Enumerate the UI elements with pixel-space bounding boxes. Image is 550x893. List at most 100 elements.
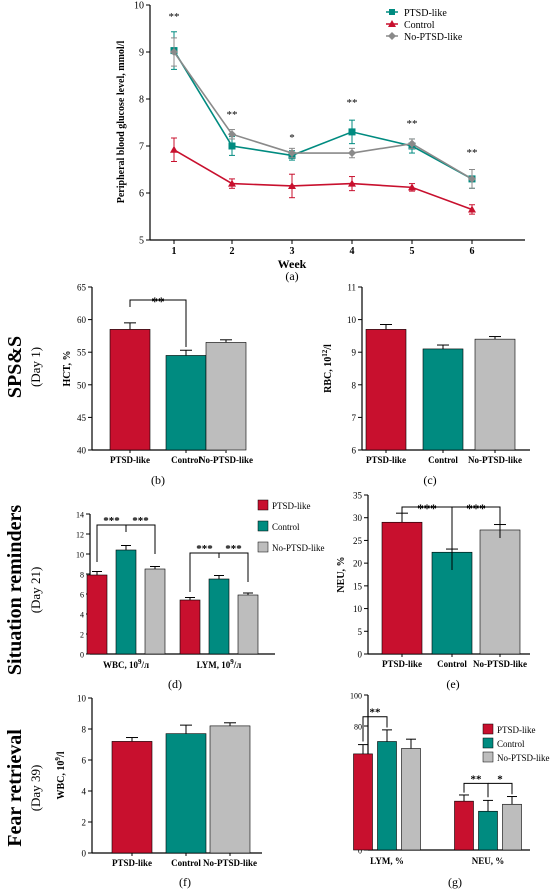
- panel-a-point-control: [170, 145, 178, 153]
- panel-a-significance: **: [169, 11, 180, 23]
- panel-c-y-tick-label: 8: [352, 380, 357, 390]
- panel-g-legend-label: Control: [497, 739, 525, 749]
- panel-b-y-tick-label: 55: [77, 348, 87, 358]
- panel-c-label: (c): [423, 473, 436, 487]
- panel-d-bar-PTSD-like: [179, 599, 201, 655]
- panel-b-y-tick-label: 60: [77, 315, 87, 325]
- panel-c-bar-PTSD-like: [365, 329, 407, 451]
- panel-b-x-tick-label: PTSD-like: [110, 455, 150, 465]
- panel-d-sig-bracket: [96, 524, 127, 562]
- panel-b-y-axis-label: HCT, %: [62, 351, 73, 387]
- panel-g-bar-PTSD-like: [454, 800, 474, 851]
- panel-b-label: (b): [151, 473, 165, 487]
- row-label-title: Fear retrieval: [4, 729, 26, 847]
- panel-b-hct-bar-chart: (b) 40 45 50 55 60 65 HCT, % PTSD-like ControlNo…: [62, 283, 253, 488]
- panel-e-significance: ***: [466, 501, 486, 516]
- panel-f-label: (f): [179, 875, 191, 889]
- panel-f-bar-PTSD-like: [111, 741, 153, 854]
- panel-d-label: (d): [168, 677, 182, 691]
- panel-d-y-tick-label: 2: [80, 631, 84, 640]
- panel-f-y-tick-label: 10: [77, 694, 87, 704]
- legend-marker-control: [388, 20, 396, 27]
- row-label-subtitle: (Day 21): [28, 567, 43, 614]
- panel-a-y-axis-label: Peripheral blood glucose level, mmol/l: [116, 41, 127, 204]
- panel-d-sig-bracket: [126, 524, 156, 554]
- panel-a-point-no-ptsd: [348, 149, 356, 158]
- panel-g-x-tick-label: NEU, %: [472, 856, 505, 866]
- panel-a-x-tick-label: 4: [350, 246, 355, 257]
- panel-d-x-tick-label: LYM, 109/л: [197, 658, 242, 670]
- panel-d-significance: ***: [103, 515, 120, 527]
- panel-g-significance: *: [497, 773, 503, 785]
- panel-g-lym-neu-bar-chart: (g) 020406080100LYM, %NEU, %PTSD-likeCon…: [350, 692, 550, 890]
- panel-b-y-tick-label: 50: [77, 380, 87, 390]
- panel-d-y-tick-label: 4: [80, 611, 84, 620]
- panel-b-bar-PTSD-like: [109, 329, 151, 451]
- panel-a-y-tick-label: 7: [139, 142, 144, 153]
- panel-g-significance: **: [370, 707, 382, 719]
- panel-a-legend-label: No-PTSD-like: [404, 32, 463, 43]
- panel-d-legend-swatch: [257, 520, 269, 532]
- panel-b-y-tick-label: 45: [77, 413, 87, 423]
- panel-c-y-axis-label: RBC, 1012/l: [321, 344, 334, 393]
- row-label-title: SPS&S: [4, 336, 26, 398]
- panel-e-bar-PTSD-like: [381, 521, 423, 655]
- panel-f-x-tick-label: PTSD-like: [112, 858, 152, 868]
- panel-d-significance: ***: [196, 543, 213, 555]
- panel-g-bar-PTSD-like: [353, 753, 373, 851]
- panel-g-bar-Control: [377, 741, 397, 851]
- panel-e-sig-bracket: [452, 506, 501, 538]
- panel-d-y-tick-label: 12: [76, 531, 84, 540]
- panel-d-legend-swatch: [257, 541, 269, 553]
- panel-e-y-tick-label: 30: [353, 513, 363, 523]
- row-label-title: Situation reminders: [4, 505, 26, 675]
- panel-d-significance: ***: [225, 543, 242, 555]
- panel-d-x-tick-label: WBC, 109/л: [103, 658, 149, 670]
- panel-d-sig-bracket: [219, 552, 249, 582]
- panel-a-point-no-ptsd: [288, 149, 296, 158]
- row-labels: SPS&S (Day 1) Situation reminders (Day 21) F…: [4, 336, 43, 847]
- panel-e-y-tick-label: 0: [358, 650, 363, 660]
- panel-f-bar-Control: [165, 733, 207, 854]
- panel-e-y-tick-label: 10: [353, 604, 363, 614]
- panel-f-y-tick-label: 4: [82, 787, 87, 797]
- panel-e-y-tick-label: 20: [353, 559, 363, 569]
- panel-a-point-control: [228, 179, 236, 187]
- panel-a-point-ptsd: [348, 128, 356, 136]
- panel-d-bar-No-PTSD-like: [237, 594, 259, 655]
- panel-e-bar-No-PTSD-like: [479, 529, 521, 655]
- panel-d-legend-label: PTSD-like: [272, 501, 311, 511]
- panel-f-y-tick-label: 2: [82, 818, 87, 828]
- panel-a-point-control: [288, 181, 296, 189]
- panel-b-sig-bracket: [129, 299, 187, 347]
- panel-e-y-tick-label: 5: [358, 627, 363, 637]
- panel-d-bar-Control: [115, 549, 137, 655]
- panel-c-x-tick-label: No-PTSD-like: [468, 455, 522, 465]
- panel-g-bar-No-PTSD-like: [401, 748, 421, 851]
- row-label-subtitle: (Day 1): [28, 347, 43, 387]
- panel-a-point-ptsd: [228, 142, 236, 150]
- panel-g-label: (g): [448, 875, 462, 889]
- panel-a-point-control: [408, 183, 416, 191]
- panel-d-y-tick-label: 8: [80, 571, 84, 580]
- panel-e-significance: ***: [417, 501, 437, 516]
- panel-c-bar-No-PTSD-like: [474, 338, 516, 451]
- panel-d-significance: ***: [132, 515, 149, 527]
- panel-e-label: (e): [446, 677, 459, 691]
- panel-b-x-tick-label: Control: [171, 455, 201, 465]
- panel-g-y-tick-label: 100: [350, 692, 362, 701]
- panel-d-y-tick-label: 0: [80, 651, 84, 660]
- panel-c-y-tick-label: 7: [352, 413, 357, 423]
- panel-a-x-tick-label: 6: [470, 246, 475, 257]
- panel-a-legend-label: Control: [404, 20, 435, 31]
- panel-g-legend-swatch: [482, 723, 494, 735]
- panel-g-x-tick-label: LYM, %: [370, 856, 404, 866]
- panel-a-legend-label: PTSD-like: [404, 8, 447, 19]
- panel-f-x-tick-label: Control: [171, 858, 201, 868]
- panel-d-y-tick-label: 10: [76, 551, 84, 560]
- panel-c-y-tick-label: 9: [352, 348, 357, 358]
- panel-c-x-tick-label: PTSD-like: [366, 455, 406, 465]
- panel-a-x-axis-label: Week: [278, 257, 307, 271]
- panel-f-y-tick-label: 6: [82, 756, 87, 766]
- panel-a-point-no-ptsd: [228, 130, 236, 139]
